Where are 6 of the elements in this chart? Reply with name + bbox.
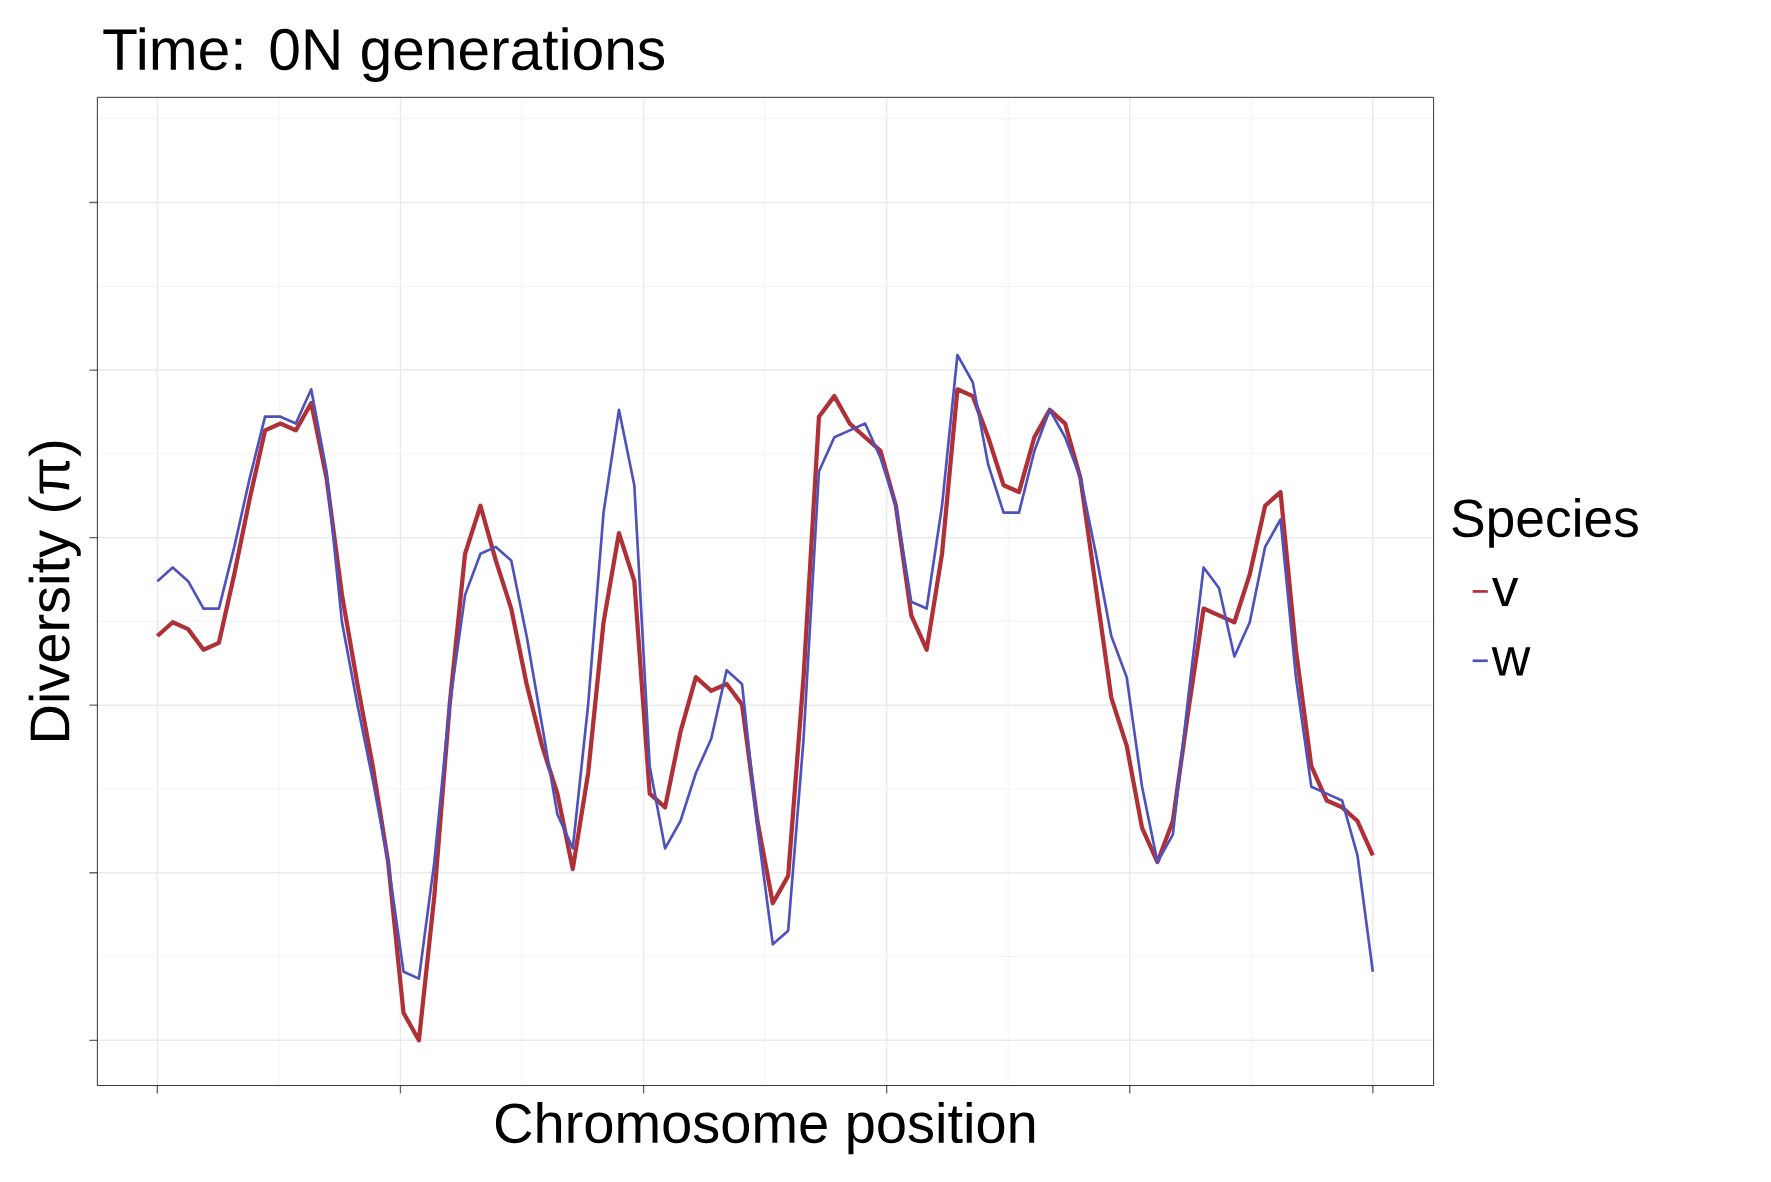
legend-label: w [1491, 647, 1531, 676]
x-axis-title: Chromosome position [495, 1102, 1035, 1155]
y-axis-title: Diversity (π) [28, 442, 81, 741]
legend-label: v [1491, 578, 1519, 607]
chart-title: Time: 0N generations [103, 27, 665, 83]
legend-title: Species [1452, 498, 1638, 549]
